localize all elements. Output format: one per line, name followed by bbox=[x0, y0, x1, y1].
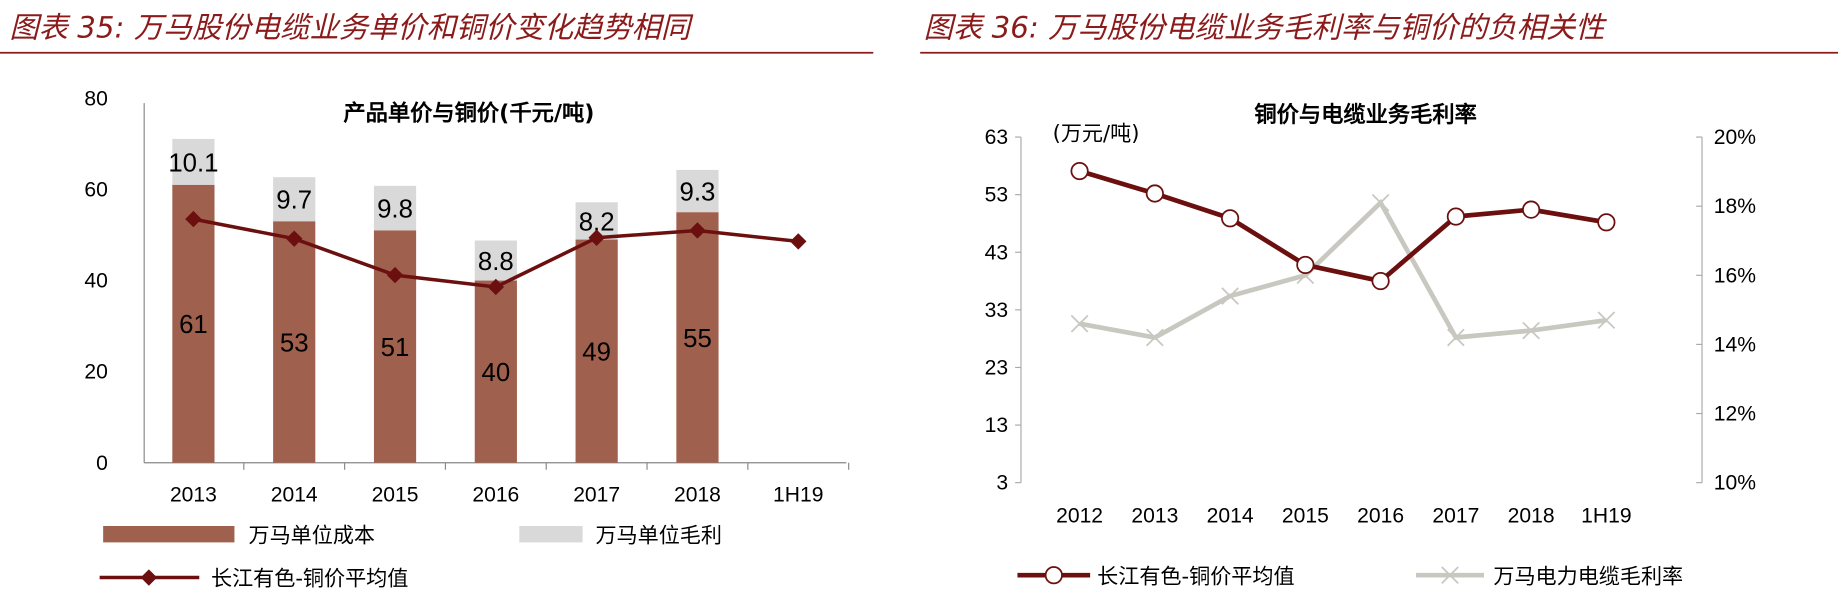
bar-cost-label: 53 bbox=[280, 329, 309, 357]
figure-35-title: 图表 35: 万马股份电缆业务单价和铜价变化趋势相同 bbox=[9, 10, 694, 44]
copper-price-point bbox=[1145, 184, 1164, 203]
legend-label-copper: 长江有色-铜价平均值 bbox=[211, 566, 408, 591]
copper-price-point bbox=[1070, 161, 1089, 181]
x-tick-label: 2018 bbox=[1508, 504, 1555, 527]
legend-label-margin: 万马电力电缆毛利率 bbox=[1493, 563, 1683, 588]
gross-margin-point bbox=[1447, 328, 1465, 347]
x-tick-label: 2013 bbox=[170, 483, 217, 506]
x-icon bbox=[1441, 566, 1459, 585]
bar-cost-label: 61 bbox=[179, 311, 208, 339]
y2-tick-label: 10% bbox=[1714, 472, 1756, 495]
bar-cost-label: 49 bbox=[582, 339, 611, 367]
chart-unit-price-copper: 产品单价与铜价(千元/吨) 0 20 40 60 80 2013 2014 2015 2016 2… bbox=[84, 87, 850, 591]
bar-cost-label: 51 bbox=[381, 334, 410, 362]
copper-price-point bbox=[1446, 207, 1465, 226]
copper-price-point bbox=[1371, 271, 1390, 291]
copper-price-point bbox=[1296, 255, 1315, 275]
bar-cost bbox=[676, 212, 719, 463]
gross-margin-line bbox=[1079, 198, 1607, 340]
chart-title: 产品单价与铜价(千元/吨) bbox=[343, 100, 594, 127]
x-tick-label: 1H19 bbox=[773, 483, 823, 506]
copper-price-point bbox=[1221, 209, 1240, 228]
x-tick-label: 2017 bbox=[1432, 504, 1479, 527]
bar-margin bbox=[474, 240, 517, 281]
diamond-icon bbox=[140, 569, 158, 586]
bar-margin-label: 9.3 bbox=[680, 178, 716, 206]
figure-36-title: 图表 36: 万马股份电缆业务毛利率与铜价的负相关性 bbox=[924, 10, 1608, 44]
bar-cost bbox=[474, 280, 517, 463]
gross-margin-point bbox=[1221, 287, 1239, 305]
x-tick-label: 2014 bbox=[1207, 504, 1254, 527]
gross-margin-point bbox=[1597, 311, 1616, 330]
chart-copper-gross-margin: 铜价与电缆业务毛利率 (万元/吨) 3 13 23 33 43 53 63 10% 12% 14%… bbox=[985, 101, 1756, 589]
bar-cost bbox=[172, 184, 215, 463]
bar-cost bbox=[273, 221, 316, 463]
x-tick-label: 1H19 bbox=[1581, 504, 1631, 527]
y-tick-label: 63 bbox=[985, 126, 1008, 149]
x-tick-label: 2013 bbox=[1131, 504, 1178, 527]
gross-margin-point bbox=[1070, 314, 1089, 333]
bar-margin bbox=[373, 185, 417, 231]
gross-margin-point bbox=[1371, 193, 1390, 212]
copper-price-point bbox=[790, 233, 807, 250]
y-tick-label: 80 bbox=[84, 87, 107, 110]
circle-icon bbox=[1044, 566, 1063, 585]
bar-margin bbox=[273, 177, 316, 222]
y-tick-label: 53 bbox=[985, 184, 1008, 207]
y2-tick-label: 20% bbox=[1714, 126, 1756, 149]
y2-tick-label: 12% bbox=[1714, 403, 1756, 426]
y-tick-label: 20 bbox=[84, 361, 107, 384]
gross-margin-point bbox=[1146, 328, 1164, 347]
copper-price-point bbox=[487, 278, 505, 296]
y-tick-label: 23 bbox=[985, 356, 1008, 379]
y-tick-label: 3 bbox=[996, 472, 1008, 495]
gross-margin-point bbox=[1522, 321, 1540, 340]
bar-margin bbox=[676, 169, 719, 213]
bar-margin bbox=[172, 138, 215, 185]
bar-margin-label: 9.8 bbox=[377, 196, 413, 224]
bar-cost-label: 55 bbox=[683, 325, 712, 353]
y2-tick-label: 14% bbox=[1714, 333, 1756, 356]
chart-title: 铜价与电缆业务毛利率 bbox=[1254, 101, 1477, 128]
legend-label-margin: 万马单位毛利 bbox=[595, 522, 722, 547]
legend-swatch-cost bbox=[103, 525, 235, 543]
copper-price-point bbox=[588, 229, 605, 246]
bar-margin-label: 8.8 bbox=[478, 248, 514, 276]
x-tick-label: 2012 bbox=[1056, 504, 1103, 527]
bar-cost-label: 40 bbox=[481, 359, 510, 387]
y2-tick-label: 18% bbox=[1714, 195, 1756, 218]
x-tick-label: 2017 bbox=[573, 483, 620, 506]
y-tick-label: 13 bbox=[985, 414, 1008, 437]
x-tick-label: 2018 bbox=[674, 483, 721, 506]
x-tick-label: 2016 bbox=[1357, 504, 1404, 527]
legend-label-copper: 长江有色-铜价平均值 bbox=[1097, 563, 1294, 588]
copper-price-point bbox=[1522, 200, 1541, 219]
copper-price-point bbox=[185, 210, 202, 228]
bar-cost bbox=[575, 239, 618, 463]
legend-swatch-margin bbox=[519, 525, 583, 543]
copper-price-line bbox=[1078, 168, 1607, 284]
bar-margin-label: 9.7 bbox=[276, 187, 312, 215]
y-axis-unit: (万元/吨) bbox=[1053, 121, 1140, 146]
copper-price-point bbox=[1597, 213, 1616, 232]
x-tick-label: 2015 bbox=[1282, 504, 1329, 527]
x-tick-label: 2015 bbox=[372, 483, 419, 506]
x-tick-label: 2016 bbox=[472, 483, 519, 506]
y-tick-label: 60 bbox=[84, 179, 107, 202]
y-tick-label: 40 bbox=[84, 270, 107, 293]
bar-margin-label: 10.1 bbox=[168, 149, 218, 177]
y2-tick-label: 16% bbox=[1714, 264, 1756, 287]
y-tick-label: 33 bbox=[985, 299, 1008, 322]
x-tick-label: 2014 bbox=[271, 483, 318, 506]
y-tick-label: 43 bbox=[985, 241, 1008, 264]
y-tick-label: 0 bbox=[96, 452, 108, 475]
legend-label-cost: 万马单位成本 bbox=[249, 522, 376, 547]
